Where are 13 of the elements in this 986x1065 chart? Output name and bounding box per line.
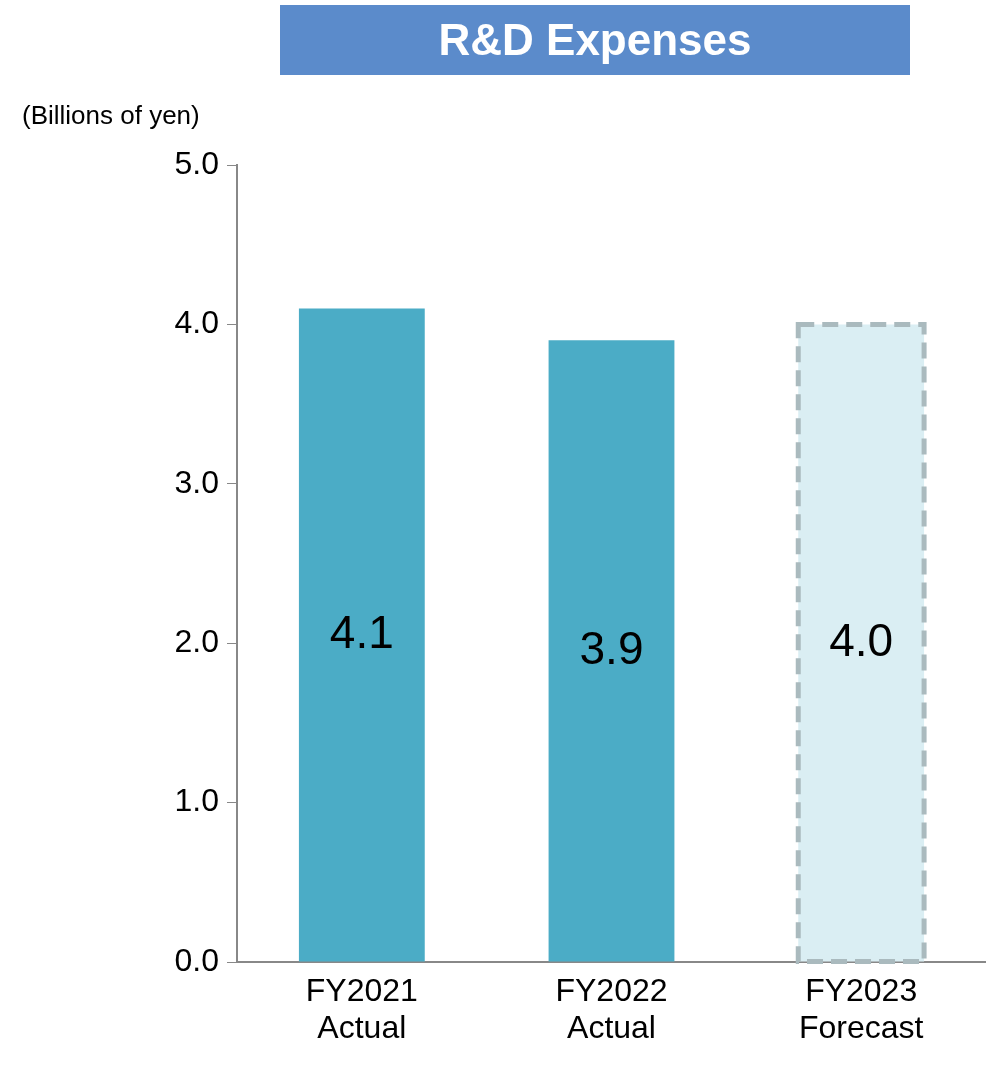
x-tick-label: FY2022 Actual: [555, 972, 668, 1046]
data-label: 4.0: [829, 613, 894, 666]
y-axis-title: (Billions of yen): [22, 100, 200, 131]
data-label: 4.1: [329, 605, 394, 658]
x-tick-label: FY2023 Forecast: [798, 972, 924, 1046]
y-tick-label: 2.0: [174, 623, 219, 660]
data-label: 3.9: [579, 621, 644, 674]
y-tick-label: 0.0: [174, 941, 219, 978]
y-tick-label: 4.0: [174, 304, 219, 341]
y-tick-label: 1.0: [174, 782, 219, 819]
x-tick-label: FY2021 Actual: [305, 972, 418, 1046]
y-tick-label: 3.0: [174, 463, 219, 500]
y-tick-label: 5.0: [174, 144, 219, 181]
